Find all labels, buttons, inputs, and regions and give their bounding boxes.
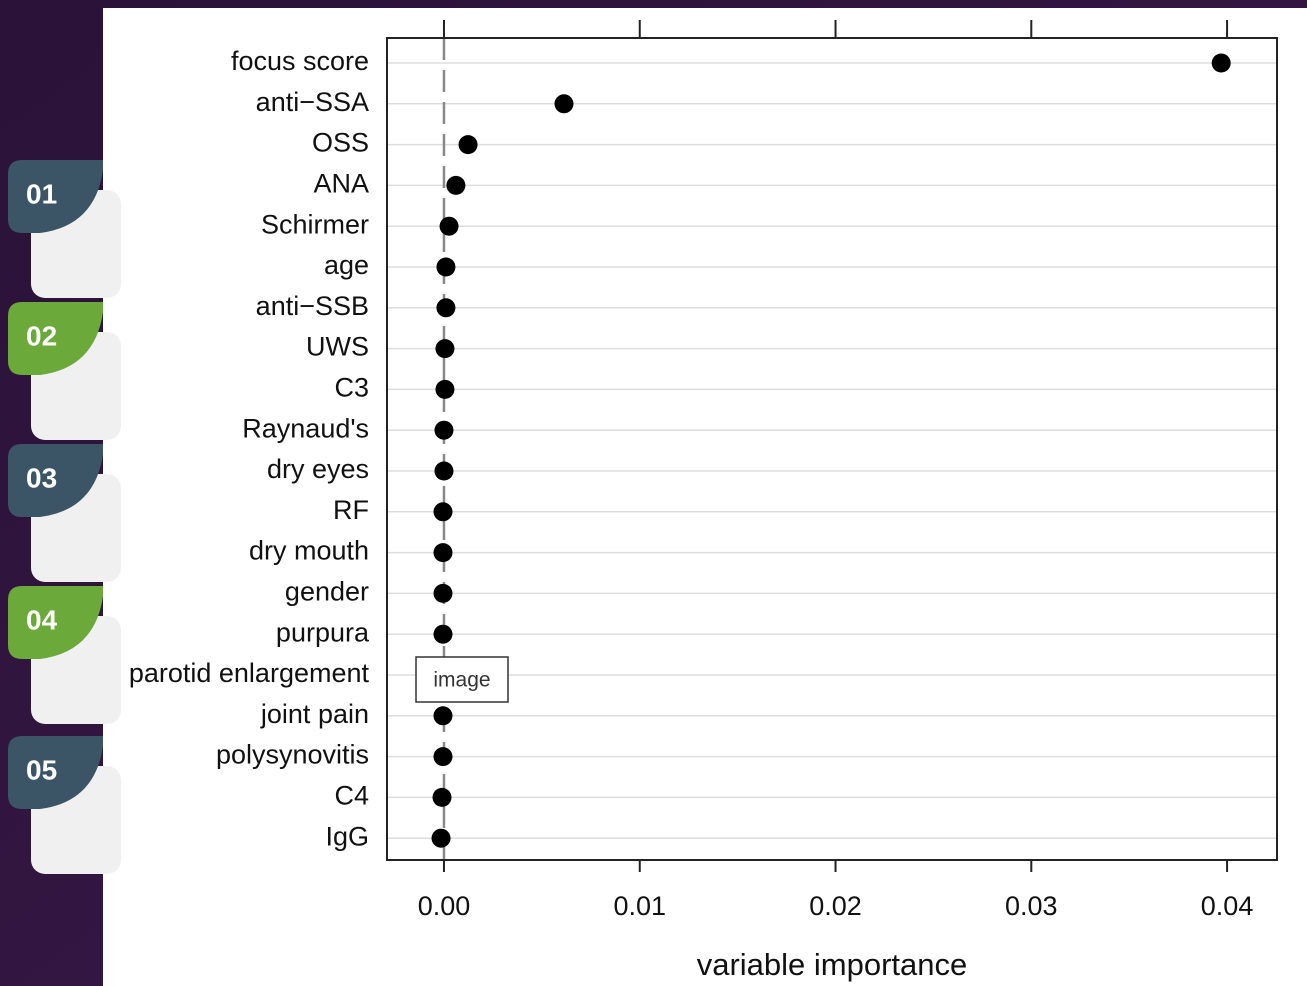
dot <box>439 216 459 236</box>
dot <box>446 175 466 195</box>
tab-badge <box>8 586 103 659</box>
y-tick-label: RF <box>333 495 369 525</box>
y-tick-label: purpura <box>276 617 370 647</box>
dot <box>433 706 453 726</box>
y-tick-label: polysynovitis <box>216 740 369 770</box>
y-tick-label: Raynaud's <box>242 413 369 443</box>
x-axis-label: variable importance <box>697 947 968 982</box>
tab-badge <box>8 302 103 375</box>
dot <box>434 420 454 440</box>
dot <box>554 94 574 114</box>
y-tick-label: dry mouth <box>249 536 369 566</box>
x-tick-label: 0.02 <box>809 891 862 921</box>
tab-number: 03 <box>26 462 57 493</box>
dot <box>435 379 455 399</box>
dot <box>436 257 456 277</box>
tab-badge <box>8 160 103 233</box>
y-tick-label: Schirmer <box>261 209 369 239</box>
y-tick-label: anti−SSB <box>256 291 369 321</box>
y-tick-label: UWS <box>306 332 369 362</box>
chart: 0.00 0.01 0.02 0.03 0.04 variable importance f… <box>129 20 1278 982</box>
tooltip-box <box>415 656 509 703</box>
dot <box>433 583 453 603</box>
tab-number: 02 <box>26 320 57 351</box>
y-tick-label: age <box>324 250 369 280</box>
dot <box>1211 53 1231 73</box>
tab-number: 04 <box>26 604 58 635</box>
x-tick-label: 0.03 <box>1005 891 1058 921</box>
y-tick-label: C4 <box>334 781 369 811</box>
x-tick-label: 0.00 <box>418 891 471 921</box>
dot <box>436 298 456 318</box>
dot <box>433 543 453 563</box>
x-tick-label: 0.04 <box>1201 891 1254 921</box>
y-tick-label: parotid enlargement <box>129 658 370 688</box>
plot-frame <box>386 37 1278 861</box>
content-panel <box>103 8 1307 986</box>
y-tick-label: anti−SSA <box>256 87 369 117</box>
y-tick-label: OSS <box>312 128 369 158</box>
tab-number: 05 <box>26 754 57 785</box>
y-tick-label: joint pain <box>260 699 369 729</box>
y-tick-label: IgG <box>325 821 369 851</box>
y-tick-label: focus score <box>231 46 369 76</box>
dot <box>434 461 454 481</box>
dot <box>433 502 453 522</box>
tab-badge <box>8 444 103 517</box>
y-tick-label: gender <box>285 577 369 607</box>
dot <box>458 135 478 155</box>
x-tick-label: 0.01 <box>613 891 666 921</box>
dot <box>432 787 452 807</box>
y-tick-label: C3 <box>334 373 369 403</box>
tab-badge <box>8 736 103 809</box>
tab-number: 01 <box>26 178 57 209</box>
dot <box>433 624 453 644</box>
dot <box>435 339 455 359</box>
dot <box>433 747 453 767</box>
tab-list: 01 02 03 04 05 <box>8 160 121 874</box>
y-tick-label: ANA <box>313 169 369 199</box>
y-tick-label: dry eyes <box>267 454 369 484</box>
tooltip: image <box>433 669 490 692</box>
dot <box>431 828 451 848</box>
